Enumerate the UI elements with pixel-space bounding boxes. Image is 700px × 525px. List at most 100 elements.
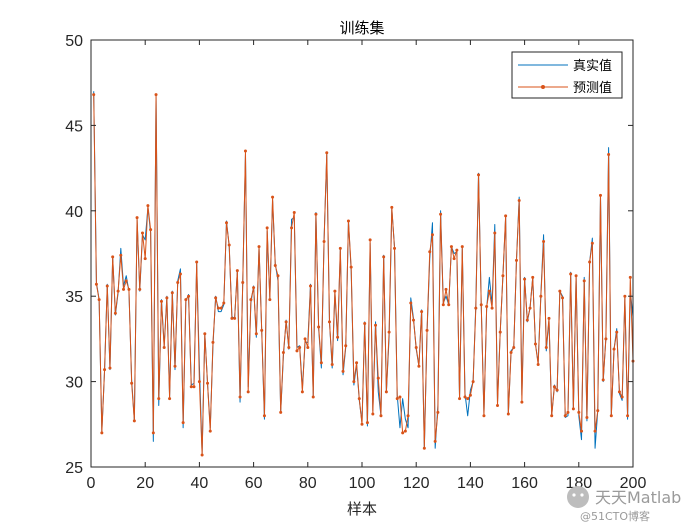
series-1-point bbox=[433, 439, 437, 443]
series-1-point bbox=[403, 429, 407, 433]
series-1-point bbox=[514, 258, 518, 262]
series-1-point bbox=[496, 404, 499, 408]
series-1-point bbox=[552, 385, 556, 389]
series-1-point bbox=[411, 318, 415, 322]
series-1-point bbox=[525, 318, 529, 322]
series-1-point bbox=[151, 431, 155, 435]
series-1-point bbox=[211, 340, 215, 344]
series-1-point bbox=[319, 361, 323, 365]
x-tick-label: 140 bbox=[457, 475, 484, 492]
series-1-point bbox=[355, 361, 359, 365]
series-1-point bbox=[336, 335, 340, 339]
series-1-point bbox=[493, 231, 497, 235]
series-1-point bbox=[509, 351, 513, 355]
wechat-logo-eye-right bbox=[580, 493, 584, 497]
series-1-point bbox=[558, 289, 562, 293]
series-1-point bbox=[311, 395, 315, 399]
series-1-point bbox=[154, 93, 158, 97]
series-1-point bbox=[582, 279, 586, 283]
series-1-point bbox=[346, 219, 350, 223]
series-1-point bbox=[593, 429, 597, 433]
series-1-point bbox=[341, 369, 345, 373]
series-1-point bbox=[122, 287, 126, 291]
series-1-point bbox=[157, 397, 161, 401]
series-1-point bbox=[246, 390, 250, 394]
series-1-point bbox=[485, 304, 489, 308]
series-1-point bbox=[393, 246, 397, 250]
series-1-point bbox=[159, 299, 163, 303]
series-1-point bbox=[590, 241, 594, 245]
series-1-point bbox=[225, 221, 228, 225]
series-1-point bbox=[192, 385, 196, 389]
x-tick-label: 80 bbox=[299, 475, 317, 492]
series-1-point bbox=[482, 414, 486, 418]
series-1-point bbox=[623, 294, 627, 298]
x-tick-label: 200 bbox=[620, 475, 647, 492]
series-1-point bbox=[531, 275, 535, 279]
series-1-point bbox=[409, 301, 413, 305]
series-1-point bbox=[468, 393, 472, 397]
series-1-point bbox=[395, 397, 399, 401]
series-1-point bbox=[181, 421, 185, 425]
x-tick-label: 120 bbox=[403, 475, 430, 492]
series-1-point bbox=[214, 296, 218, 300]
wechat-logo-eye-left bbox=[572, 493, 576, 497]
series-1-point bbox=[203, 332, 207, 336]
x-tick-label: 160 bbox=[511, 475, 538, 492]
series-1-point bbox=[97, 298, 101, 302]
series-1-point bbox=[365, 421, 369, 425]
series-1-point bbox=[363, 322, 367, 326]
series-1-point bbox=[368, 238, 372, 242]
series-1-point bbox=[417, 364, 421, 368]
series-1-point bbox=[563, 414, 567, 418]
series-1-point bbox=[550, 414, 554, 418]
series-1-point bbox=[561, 296, 565, 300]
y-tick-label: 45 bbox=[65, 118, 83, 135]
series-1-point bbox=[406, 414, 410, 418]
watermark-site: @51CTO博客 bbox=[580, 509, 650, 523]
series-1-point bbox=[352, 380, 356, 384]
series-1-point bbox=[414, 345, 418, 349]
legend-label-series-0: 真实值 bbox=[573, 58, 612, 74]
series-1-point bbox=[523, 277, 527, 281]
series-1-point bbox=[374, 323, 378, 327]
series-1-point bbox=[216, 306, 220, 310]
series-1-point bbox=[273, 263, 277, 267]
series-1-point bbox=[235, 269, 239, 273]
y-tick-label: 30 bbox=[65, 375, 83, 392]
series-1-point bbox=[439, 212, 443, 216]
watermark-brand: 天天Matlab bbox=[595, 488, 681, 507]
series-1-point bbox=[189, 385, 193, 389]
series-1-point bbox=[200, 453, 204, 457]
series-1-point bbox=[536, 363, 540, 367]
series-1-point bbox=[390, 205, 394, 209]
series-1-point bbox=[360, 422, 364, 426]
x-tick-label: 40 bbox=[191, 475, 209, 492]
series-1-point bbox=[306, 345, 310, 349]
series-1-point bbox=[512, 345, 516, 349]
series-1-point bbox=[254, 332, 258, 336]
watermark: 天天Matlab @51CTO博客 bbox=[567, 486, 681, 523]
y-tick-label: 25 bbox=[65, 460, 83, 477]
series-1-point bbox=[105, 284, 109, 288]
series-1-point bbox=[452, 257, 456, 261]
series-1-point bbox=[322, 240, 326, 244]
series-1-point bbox=[349, 265, 353, 269]
series-1-point bbox=[376, 376, 380, 380]
series-1-point bbox=[206, 381, 210, 385]
series-1-point bbox=[127, 287, 131, 291]
series-1-point bbox=[165, 296, 169, 300]
series-1-point bbox=[371, 412, 375, 416]
series-1-point bbox=[238, 395, 242, 399]
series-1-point bbox=[184, 298, 188, 302]
series-1-point bbox=[612, 347, 616, 351]
series-1-point bbox=[501, 274, 505, 278]
series-1-point bbox=[504, 214, 508, 218]
series-1-point bbox=[162, 345, 166, 349]
series-1-point bbox=[327, 320, 331, 324]
series-1-point bbox=[628, 275, 632, 279]
series-1-point bbox=[292, 211, 296, 215]
series-1-point bbox=[298, 345, 302, 349]
series-1-point bbox=[303, 337, 307, 341]
series-1-point bbox=[146, 204, 150, 208]
